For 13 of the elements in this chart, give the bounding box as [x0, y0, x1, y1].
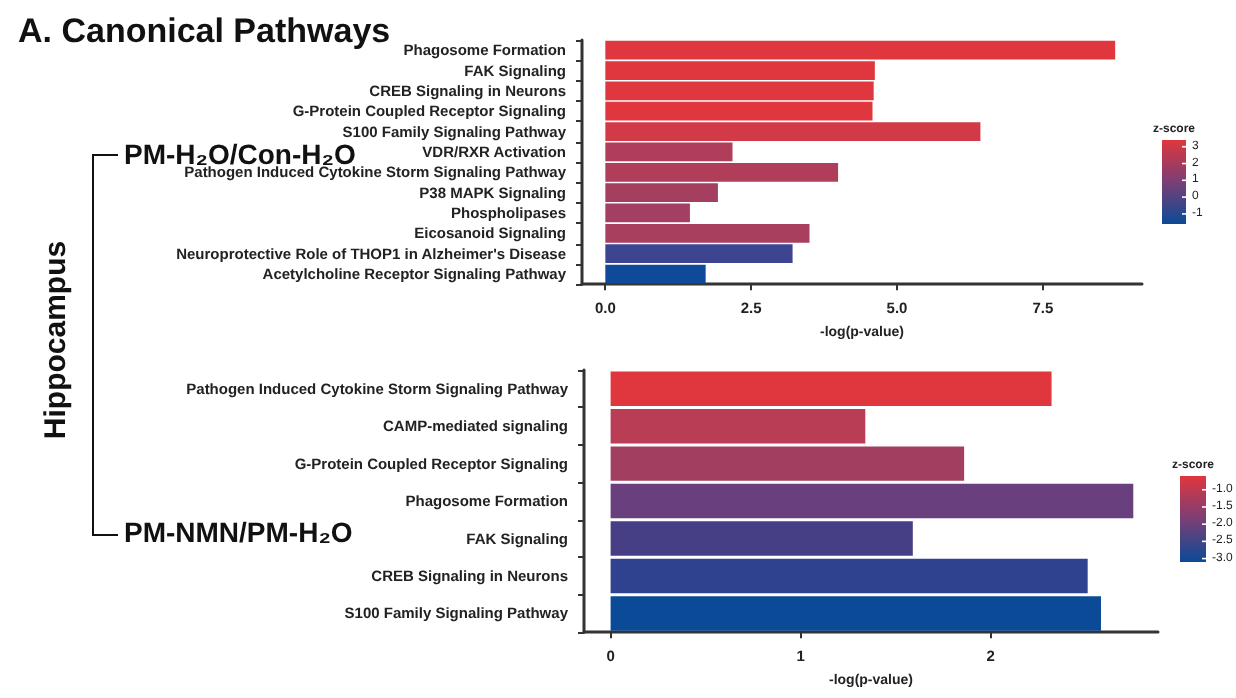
bar [610, 521, 913, 556]
bar [605, 122, 981, 141]
bar [605, 244, 793, 264]
bar [610, 371, 1052, 406]
bar [605, 264, 706, 284]
text: PM-NMN/PM-H₂O [124, 516, 353, 548]
bar [610, 596, 1101, 631]
text: Hippocampus [39, 240, 73, 440]
text: A. Canonical Pathways [18, 12, 391, 50]
bar [610, 558, 1088, 594]
bar [610, 446, 965, 481]
bar [610, 483, 1134, 519]
bar [610, 408, 866, 444]
